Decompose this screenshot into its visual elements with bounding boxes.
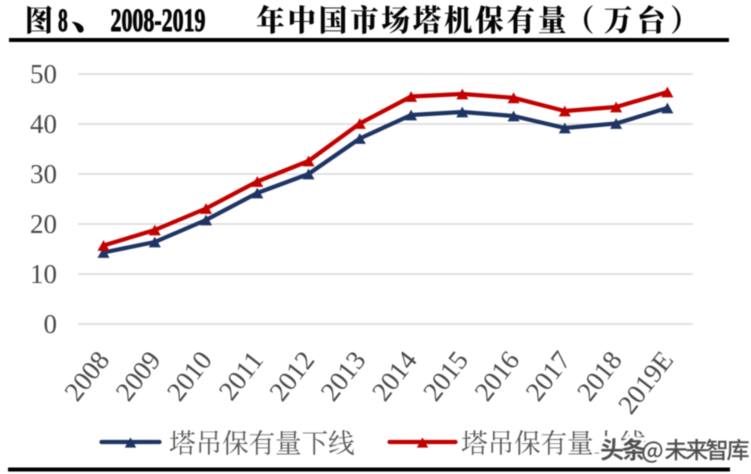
svg-text:10: 10 [30, 259, 57, 289]
svg-text:2008-2019: 2008-2019 [111, 3, 206, 39]
svg-text:30: 30 [30, 159, 57, 189]
svg-text:50: 50 [30, 59, 57, 89]
svg-text:40: 40 [30, 109, 57, 139]
svg-text:20: 20 [30, 209, 57, 239]
svg-text:0: 0 [44, 309, 58, 339]
svg-text:8: 8 [58, 3, 68, 39]
